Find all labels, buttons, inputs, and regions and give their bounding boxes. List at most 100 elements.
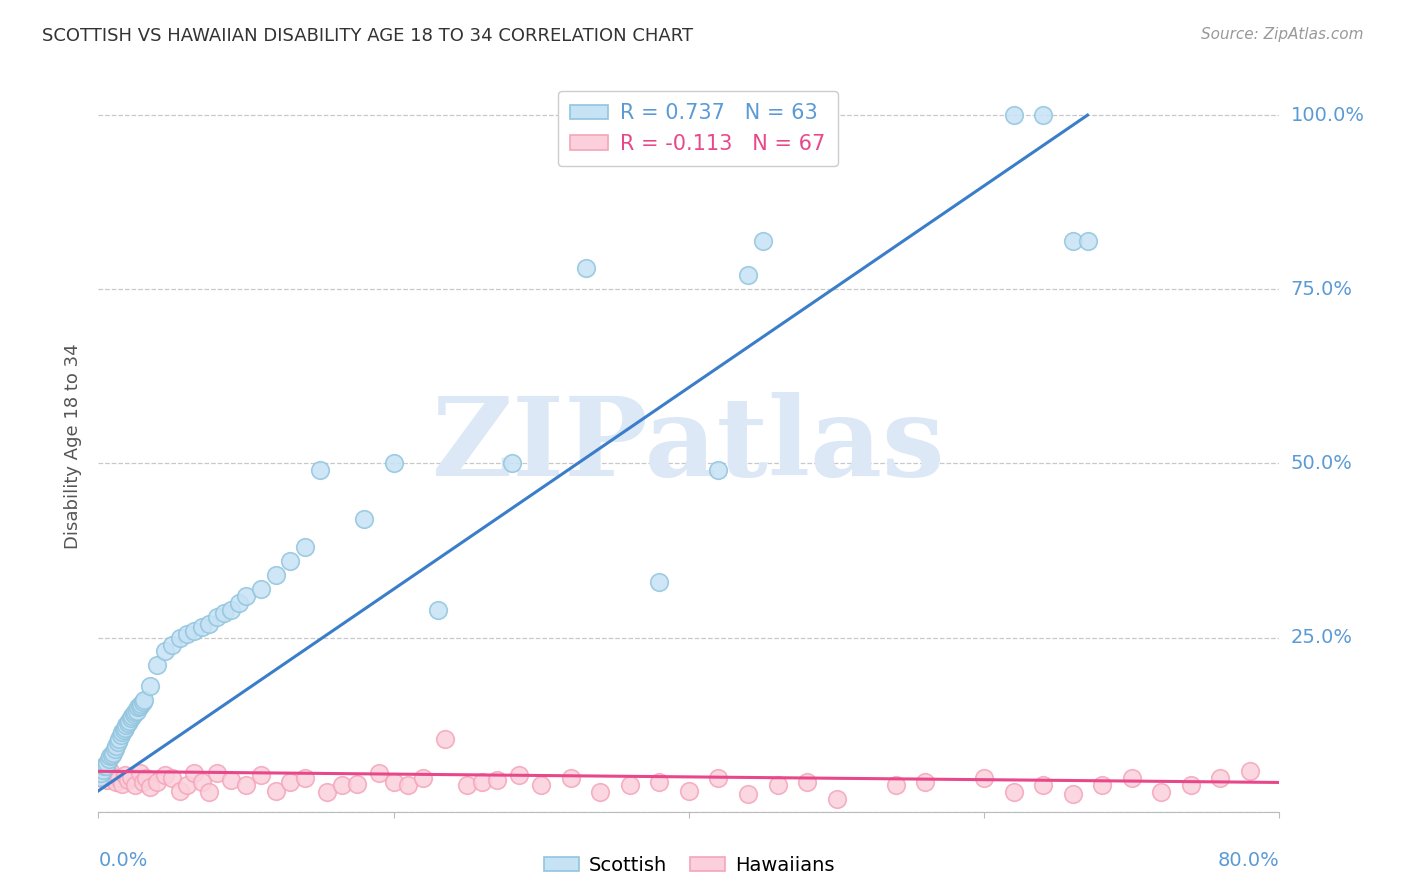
Point [120,770,142,784]
Point [250,582,273,596]
Point [107,735,129,749]
Text: 80.0%: 80.0% [1218,851,1279,870]
Point [530,778,553,792]
Point [648,574,671,589]
Point [751,234,773,248]
Point [93,759,115,773]
Point [134,693,156,707]
Point [117,715,139,730]
Point [589,785,612,799]
Point [1239,764,1261,779]
Point [98,749,121,764]
Point [1121,772,1143,786]
Point [198,616,221,631]
Point [91,763,114,777]
Point [122,707,145,722]
Point [135,772,157,786]
Point [1209,772,1232,786]
Point [1091,778,1114,792]
Point [118,714,141,728]
Y-axis label: Disability Age 18 to 34: Disability Age 18 to 34 [65,343,83,549]
Point [486,773,509,788]
Point [1150,785,1173,799]
Point [105,775,128,789]
Point [973,772,995,786]
Point [162,638,183,652]
Point [1032,778,1054,792]
Point [294,772,316,786]
Text: 25.0%: 25.0% [1291,628,1353,647]
Point [111,777,134,791]
Point [737,787,759,801]
Point [1180,778,1202,792]
Point [94,759,117,773]
Point [132,775,155,789]
Point [796,775,818,789]
Legend: Scottish, Hawaiians: Scottish, Hawaiians [536,848,842,882]
Point [412,772,434,786]
Point [219,603,242,617]
Point [98,764,121,779]
Point [139,679,162,693]
Point [121,708,143,723]
Point [114,768,136,782]
Point [112,723,135,737]
Point [120,711,142,725]
Point [162,772,183,786]
Point [228,596,250,610]
Point [264,567,287,582]
Point [94,766,117,780]
Point [368,766,391,780]
Text: 100.0%: 100.0% [1291,105,1365,125]
Point [316,785,339,799]
Point [128,766,150,780]
Point [110,728,132,742]
Point [501,457,523,471]
Point [198,785,221,799]
Point [294,540,316,554]
Text: 50.0%: 50.0% [1291,454,1353,473]
Point [508,768,530,782]
Point [191,620,214,634]
Point [100,747,122,762]
Point [766,778,789,792]
Point [707,463,730,477]
Point [1032,108,1054,122]
Point [89,768,111,782]
Point [176,627,198,641]
Point [250,768,273,782]
Point [619,778,641,792]
Point [278,775,302,789]
Point [1077,234,1099,248]
Point [914,775,936,789]
Point [456,778,478,792]
Point [103,746,125,760]
Point [183,766,205,780]
Point [169,784,191,798]
Point [127,700,149,714]
Point [396,778,419,792]
Point [128,698,150,713]
Point [1062,234,1084,248]
Point [574,261,596,276]
Point [90,766,112,780]
Point [114,721,136,735]
Point [183,624,205,638]
Point [235,778,257,792]
Point [427,603,450,617]
Point [678,784,700,798]
Point [125,704,148,718]
Point [139,780,162,795]
Text: 75.0%: 75.0% [1291,280,1353,299]
Point [707,772,730,786]
Point [191,775,214,789]
Text: SCOTTISH VS HAWAIIAN DISABILITY AGE 18 TO 34 CORRELATION CHART: SCOTTISH VS HAWAIIAN DISABILITY AGE 18 T… [42,27,693,45]
Point [212,606,235,620]
Point [96,773,118,788]
Point [129,697,152,711]
Point [132,695,155,709]
Point [103,770,125,784]
Point [353,512,375,526]
Point [115,717,138,731]
Point [737,268,759,283]
